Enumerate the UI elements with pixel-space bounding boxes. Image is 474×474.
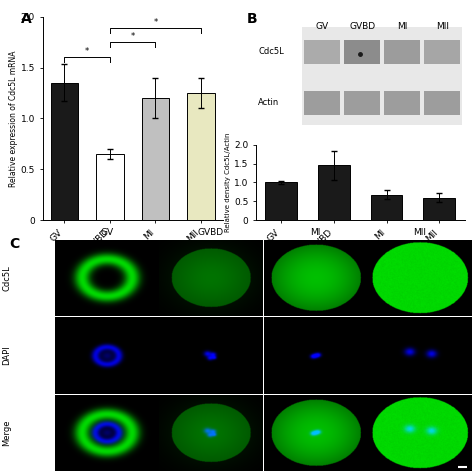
Text: Actin: Actin bbox=[258, 99, 279, 108]
Text: *: * bbox=[85, 47, 90, 56]
Bar bbox=[187, 93, 215, 220]
Text: Cdc5L: Cdc5L bbox=[2, 265, 11, 291]
Bar bbox=[318, 165, 350, 220]
Text: MI: MI bbox=[310, 228, 320, 237]
Bar bbox=[304, 91, 340, 115]
Bar bbox=[302, 27, 463, 126]
Text: Merge: Merge bbox=[2, 419, 11, 446]
Text: Cdc5L: Cdc5L bbox=[258, 47, 284, 56]
Bar bbox=[384, 91, 420, 115]
Y-axis label: Relative expression of Cdc5L mRNA: Relative expression of Cdc5L mRNA bbox=[9, 50, 18, 187]
Text: A: A bbox=[21, 12, 32, 26]
Text: *: * bbox=[153, 18, 157, 27]
Text: DAPI: DAPI bbox=[2, 346, 11, 365]
Text: C: C bbox=[9, 237, 20, 251]
Bar bbox=[384, 40, 420, 64]
Text: MII: MII bbox=[436, 22, 449, 31]
Text: *: * bbox=[131, 32, 135, 41]
Text: GVBD: GVBD bbox=[198, 228, 224, 237]
Bar bbox=[371, 195, 402, 220]
Bar bbox=[344, 40, 380, 64]
Bar bbox=[423, 198, 455, 220]
Bar bbox=[424, 40, 460, 64]
Bar bbox=[142, 98, 169, 220]
Text: MII: MII bbox=[413, 228, 426, 237]
Bar bbox=[265, 182, 297, 220]
Bar bbox=[424, 91, 460, 115]
Bar bbox=[344, 91, 380, 115]
Bar bbox=[96, 154, 124, 220]
Text: B: B bbox=[246, 12, 257, 26]
Text: GV: GV bbox=[100, 228, 113, 237]
Bar bbox=[304, 40, 340, 64]
Y-axis label: Relative density Cdc5L/Actin: Relative density Cdc5L/Actin bbox=[225, 133, 231, 232]
Bar bbox=[51, 83, 78, 220]
Text: GV: GV bbox=[315, 22, 328, 31]
Text: MI: MI bbox=[397, 22, 407, 31]
Text: GVBD: GVBD bbox=[349, 22, 375, 31]
